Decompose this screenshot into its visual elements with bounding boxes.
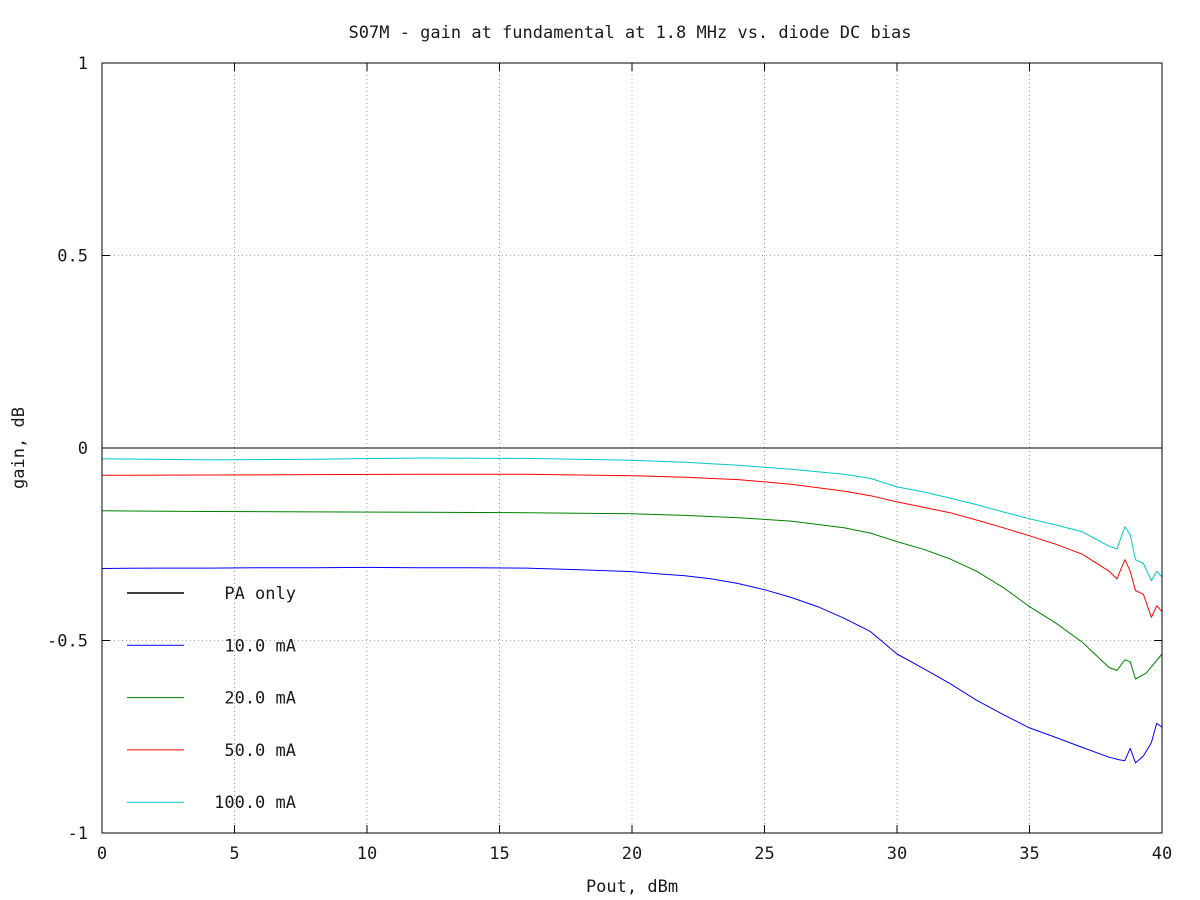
x-tick-label: 0 [97, 844, 107, 864]
x-axis-label: Pout, dBm [586, 877, 678, 897]
axis-ticks [101, 62, 1163, 834]
y-tick-label: 1 [78, 54, 88, 74]
x-tick-label: 35 [1019, 844, 1039, 864]
legend-label-pa-only: PA only [224, 584, 296, 604]
x-tick-label: 40 [1152, 844, 1172, 864]
y-axis-label: gain, dB [9, 407, 29, 489]
y-tick-label: -1 [68, 824, 88, 844]
y-tick-label: 0 [78, 439, 88, 459]
legend: PA only 10.0 mA 20.0 mA 50.0 mA 100.0 mA [127, 584, 296, 813]
y-tick-label: 0.5 [57, 247, 88, 267]
legend-label-100-0-ma: 100.0 mA [214, 793, 296, 813]
x-tick-label: 25 [754, 844, 774, 864]
series-line-50-0-ma [101, 473, 1163, 618]
x-tick-label: 10 [357, 844, 377, 864]
series-group [101, 447, 1163, 764]
legend-label-20-0-ma: 20.0 mA [224, 689, 296, 709]
x-tick-label: 5 [229, 844, 239, 864]
tick-labels: 0 5 10 15 20 25 30 35 40 -1 -0.5 0 0.5 1 [47, 54, 1172, 864]
legend-label-10-0-ma: 10.0 mA [224, 636, 296, 656]
y-tick-label: -0.5 [47, 632, 88, 652]
chart-title: S07M - gain at fundamental at 1.8 MHz vs… [349, 23, 912, 43]
series-line-10-0-ma [101, 566, 1163, 764]
x-tick-label: 20 [622, 844, 642, 864]
x-tick-label: 30 [887, 844, 907, 864]
x-tick-label: 15 [489, 844, 509, 864]
legend-label-50-0-ma: 50.0 mA [224, 741, 296, 761]
series-line-100-0-ma [101, 457, 1163, 582]
series-line-20-0-ma [101, 510, 1163, 680]
